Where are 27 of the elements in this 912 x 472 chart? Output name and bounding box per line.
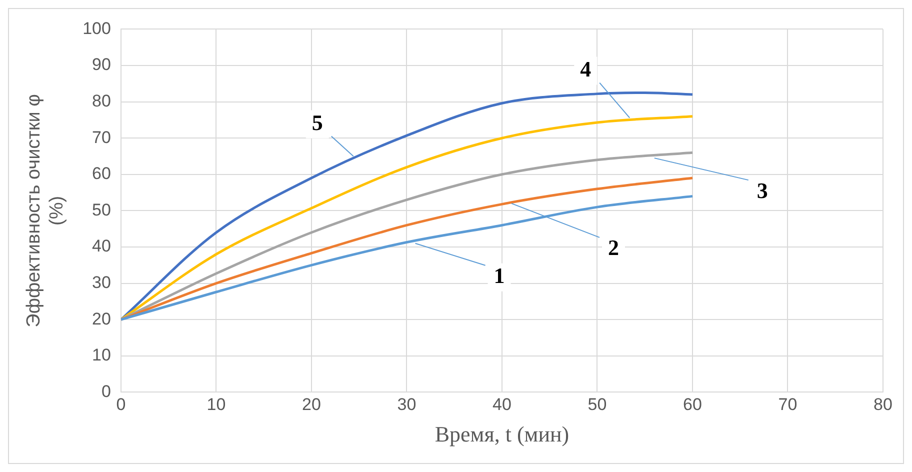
annotation: 3 bbox=[756, 178, 768, 203]
y-tick-label: 50 bbox=[92, 200, 111, 220]
x-tick-label: 20 bbox=[302, 395, 321, 414]
y-tick-label: 80 bbox=[92, 91, 111, 110]
y-tick-label: 40 bbox=[92, 236, 111, 256]
x-tick-label: 30 bbox=[397, 395, 416, 414]
y-tick-label: 10 bbox=[92, 346, 111, 365]
y-tick-label: 90 bbox=[92, 55, 111, 74]
y-tick-label: 100 bbox=[82, 18, 111, 38]
y-tick-label: 0 bbox=[101, 382, 111, 401]
y-tick-label: 70 bbox=[92, 128, 111, 147]
y-tick-label: 20 bbox=[92, 309, 111, 328]
x-tick-label: 70 bbox=[778, 395, 798, 414]
x-tick-label: 60 bbox=[683, 395, 702, 414]
x-tick-label: 40 bbox=[492, 395, 512, 414]
y-tick-label: 30 bbox=[92, 272, 111, 292]
y-tick-label: 60 bbox=[92, 164, 111, 184]
x-tick-label: 10 bbox=[206, 395, 226, 414]
y-axis-title: Эффективность очистки φ (%) bbox=[24, 94, 68, 328]
x-tick-label: 50 bbox=[588, 395, 607, 414]
annotation: 4 bbox=[580, 56, 592, 82]
x-tick-label: 0 bbox=[116, 395, 126, 414]
x-tick-label: 80 bbox=[874, 395, 892, 414]
x-axis-title: Время, t (мин) bbox=[434, 422, 570, 447]
annotation: 5 bbox=[312, 110, 323, 135]
annotation: 2 bbox=[608, 235, 620, 260]
annotation: 1 bbox=[494, 263, 505, 288]
